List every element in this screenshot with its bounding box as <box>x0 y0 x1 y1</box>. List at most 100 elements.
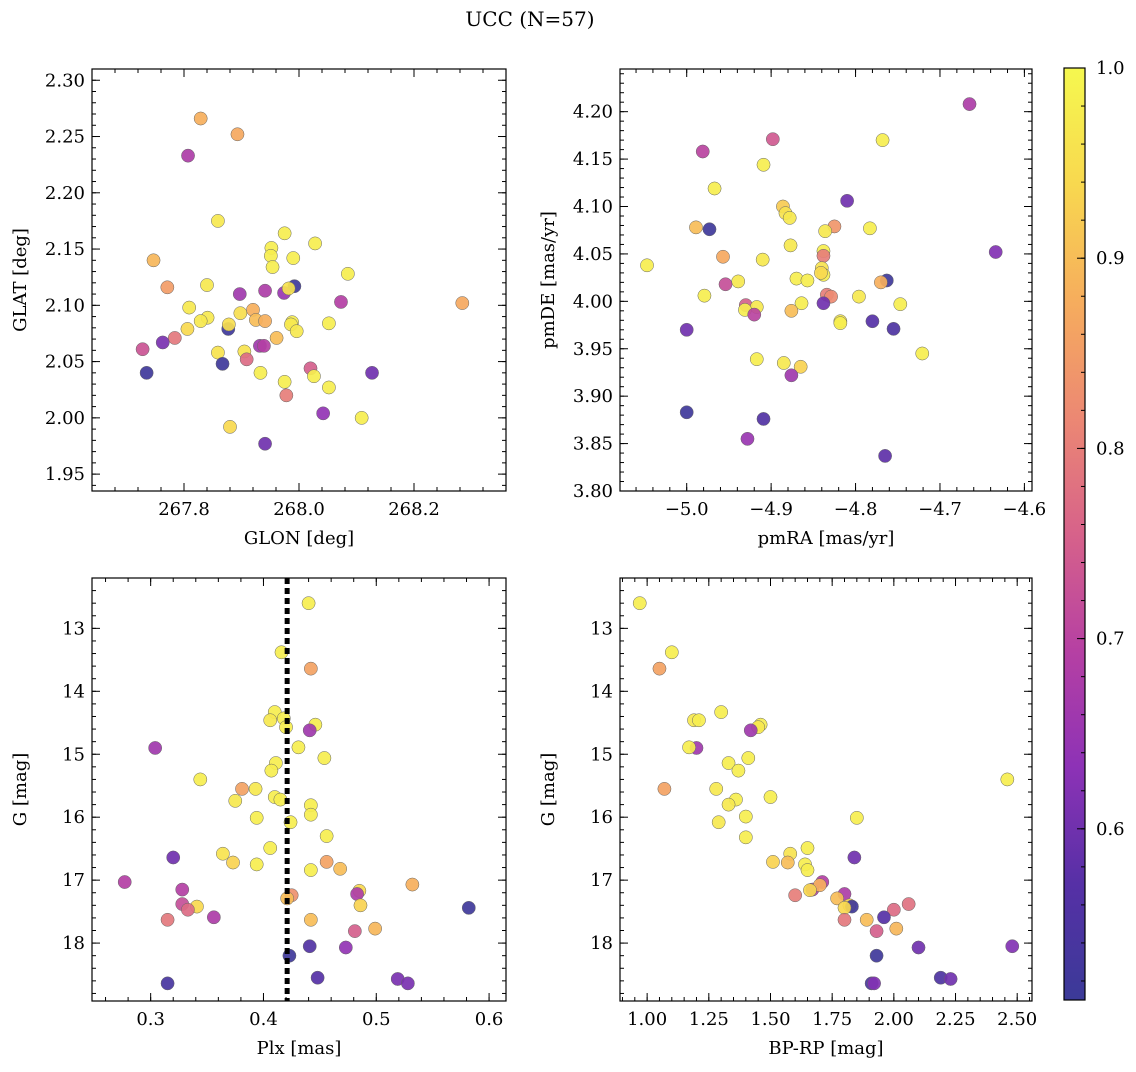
data-point <box>216 846 230 861</box>
data-point <box>461 900 476 915</box>
y-tick-label: 3.80 <box>573 481 613 502</box>
data-point <box>232 287 247 301</box>
data-point <box>269 331 284 345</box>
x-tick-label: 2.50 <box>997 1009 1037 1030</box>
y-axis-label: pmDE [mas/yr] <box>538 211 559 349</box>
data-point <box>347 924 362 938</box>
data-point <box>341 266 355 281</box>
data-point <box>303 661 318 676</box>
axes-frame <box>91 577 507 1002</box>
data-point <box>718 277 733 292</box>
data-point <box>782 211 797 225</box>
y-tick-label: 2.25 <box>45 127 85 148</box>
data-point <box>258 436 272 451</box>
data-point <box>788 888 803 903</box>
data-point <box>286 251 301 265</box>
data-point <box>800 273 815 288</box>
data-point <box>166 850 181 865</box>
data-point <box>784 303 799 318</box>
data-point <box>886 321 901 336</box>
points-plx-g <box>117 596 476 991</box>
data-point <box>901 897 916 911</box>
colorbar-tick-label: 0.6 <box>1096 819 1125 840</box>
data-point <box>692 713 706 728</box>
y-tick-label: 2.00 <box>45 408 85 429</box>
data-point <box>877 910 891 925</box>
y-tick-label: 2.20 <box>45 183 85 204</box>
data-point <box>962 97 977 111</box>
x-tick-label: 0.4 <box>249 1009 278 1030</box>
x-tick-label: −5.0 <box>665 499 709 520</box>
data-point <box>181 148 195 163</box>
data-point <box>303 863 318 877</box>
data-point <box>226 855 240 870</box>
data-point <box>279 388 294 403</box>
data-point <box>1005 939 1020 954</box>
y-axis-label: G [mag] <box>538 753 559 826</box>
data-point <box>911 940 926 955</box>
data-point <box>139 365 154 380</box>
x-tick-label: 0.5 <box>362 1009 391 1030</box>
data-point <box>200 278 214 292</box>
data-point <box>258 314 272 328</box>
data-point <box>679 322 694 337</box>
data-point <box>302 723 317 738</box>
data-point <box>740 431 755 446</box>
data-point <box>865 314 880 329</box>
x-axis-label: Plx [mas] <box>257 1038 342 1059</box>
data-point <box>707 181 722 196</box>
data-point <box>652 661 667 676</box>
data-point <box>738 809 753 824</box>
data-point <box>303 912 318 927</box>
data-point <box>322 316 336 331</box>
data-point <box>731 274 746 289</box>
x-tick-label: 1.50 <box>750 1009 790 1030</box>
x-tick-label: 1.00 <box>627 1009 667 1030</box>
data-point <box>716 249 730 264</box>
data-point <box>405 877 420 892</box>
data-point <box>800 841 815 855</box>
data-point <box>354 411 369 425</box>
data-point <box>784 368 799 383</box>
y-axis-label: G [mag] <box>10 753 31 826</box>
colorbar-tick-label: 0.8 <box>1096 438 1125 459</box>
data-point <box>867 976 881 991</box>
data-point <box>943 972 958 986</box>
data-point <box>869 924 884 938</box>
y-tick-label: 17 <box>590 870 613 891</box>
data-point <box>803 883 817 898</box>
data-point <box>180 322 195 336</box>
data-point <box>181 902 195 917</box>
data-point <box>830 891 844 906</box>
data-point <box>258 283 272 298</box>
data-point <box>816 296 831 311</box>
data-point <box>697 288 712 303</box>
data-point <box>317 751 332 765</box>
data-point <box>837 900 852 915</box>
data-point <box>721 756 736 770</box>
data-point <box>874 275 888 290</box>
data-point <box>160 280 175 295</box>
ticks <box>620 577 1032 1001</box>
y-tick-label: 2.30 <box>45 70 85 91</box>
data-point <box>455 296 470 310</box>
y-tick-label: 16 <box>62 807 85 828</box>
data-point <box>146 253 161 268</box>
data-point <box>233 306 248 321</box>
ticks <box>92 68 507 491</box>
data-point <box>780 855 795 870</box>
data-point <box>302 939 317 954</box>
y-tick-label: 3.90 <box>573 386 613 407</box>
y-tick-label: 16 <box>590 807 613 828</box>
data-point <box>333 861 348 876</box>
chart-bprp-g: 1.00 1.25 1.50 1.75 2.00 2.25 2.50 13 14 15 16 17 18… <box>538 577 1037 1059</box>
data-point <box>847 850 862 865</box>
data-point <box>869 948 884 963</box>
y-tick-label: 15 <box>590 744 613 765</box>
data-point <box>793 359 808 374</box>
data-point <box>301 596 316 611</box>
data-point <box>264 763 279 778</box>
data-point <box>193 111 208 126</box>
data-point <box>852 289 866 304</box>
